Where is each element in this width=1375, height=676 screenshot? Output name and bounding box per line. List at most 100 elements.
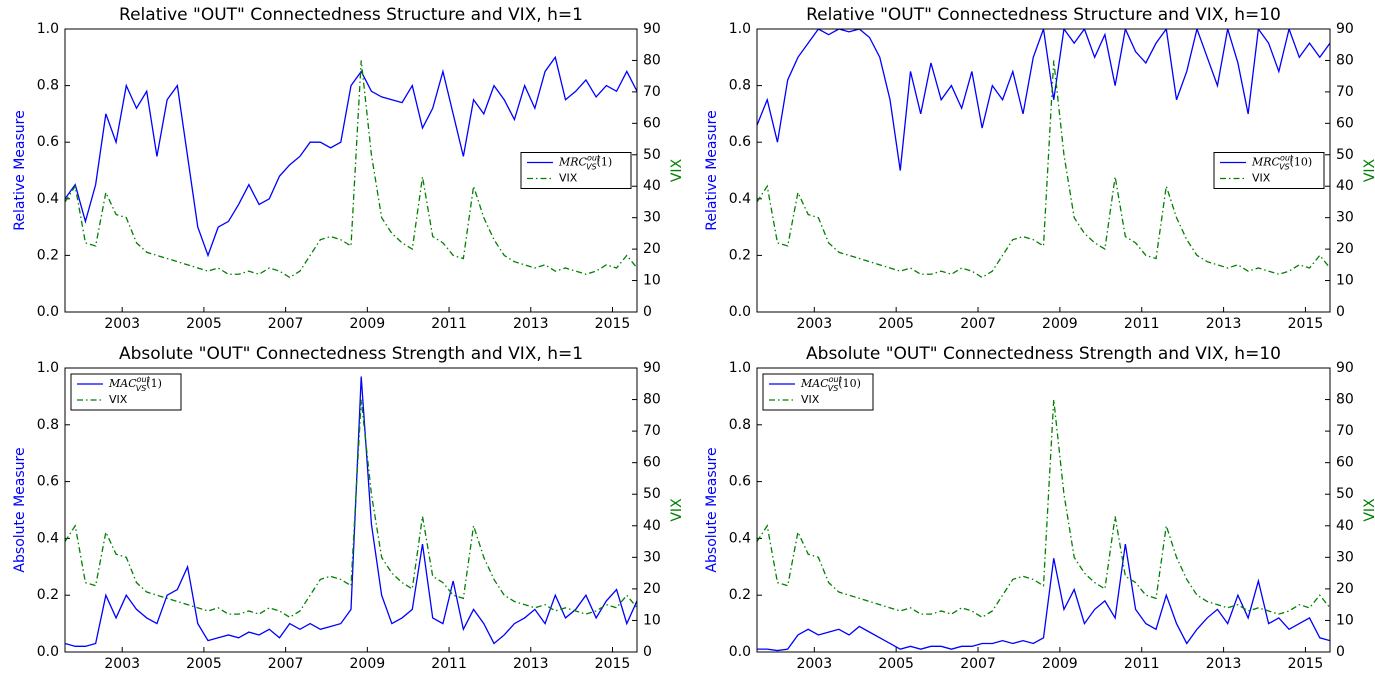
plot-frame [64, 28, 638, 313]
y2-tick-label: 70 [1336, 423, 1354, 439]
y2-tick-label: 10 [1336, 273, 1354, 289]
y2-tick-label: 20 [1336, 241, 1354, 257]
y2-tick-label: 60 [1336, 115, 1354, 131]
y-tick-label: 0.0 [37, 304, 59, 320]
chart-title: Absolute "OUT" Connectedness Strength an… [119, 344, 583, 364]
chart-title: Relative "OUT" Connectedness Structure a… [806, 5, 1281, 25]
vix-line [65, 60, 637, 279]
y2-tick-label: 30 [643, 210, 661, 226]
y2-tick-label: 40 [643, 518, 661, 534]
x-tick-label: 2005 [878, 316, 914, 332]
y-tick-label: 0.2 [37, 247, 59, 263]
x-tick-label: 2005 [878, 656, 914, 672]
x-tick-label: 2009 [350, 656, 386, 672]
x-tick-label: 2015 [1288, 656, 1324, 672]
y-tick-label: 0.8 [729, 78, 751, 94]
y2-axis-label: VIX [1362, 498, 1375, 522]
y2-tick-label: 80 [1336, 392, 1354, 408]
x-tick-label: 2007 [268, 316, 304, 332]
y2-tick-label: 90 [1336, 21, 1354, 37]
measure-line [65, 376, 637, 647]
plot-frame [756, 28, 1331, 313]
plot-frame [756, 367, 1331, 653]
x-tick-label: 2007 [960, 316, 996, 332]
y-tick-label: 0.4 [37, 191, 59, 207]
vix-line [757, 60, 1330, 279]
y2-axis-label: VIX [1362, 158, 1375, 182]
y2-tick-label: 50 [643, 486, 661, 502]
y2-tick-label: 20 [643, 241, 661, 257]
x-tick-label: 2011 [431, 316, 467, 332]
y2-tick-label: 50 [1336, 486, 1354, 502]
y2-tick-label: 80 [643, 52, 661, 68]
y2-tick-label: 10 [1336, 612, 1354, 628]
y-tick-label: 0.6 [729, 474, 751, 490]
legend-label: VIX [109, 393, 128, 406]
x-tick-label: 2007 [268, 656, 304, 672]
measure-line [757, 543, 1330, 652]
x-tick-label: 2007 [960, 656, 996, 672]
y2-tick-label: 40 [1336, 178, 1354, 194]
x-tick-label: 2003 [796, 316, 832, 332]
y-tick-label: 0.6 [37, 134, 59, 150]
y2-tick-label: 50 [643, 147, 661, 163]
y-tick-label: 0.0 [729, 304, 751, 320]
y-tick-label: 0.2 [729, 587, 751, 603]
x-tick-label: 2011 [431, 656, 467, 672]
y2-tick-label: 70 [1336, 84, 1354, 100]
vix-line [65, 399, 637, 619]
y-tick-label: 0.0 [37, 644, 59, 660]
y2-tick-label: 30 [1336, 210, 1354, 226]
y-tick-label: 0.4 [729, 530, 751, 546]
legend-label: MRCout VS(10) [1251, 153, 1312, 171]
x-tick-label: 2005 [186, 656, 222, 672]
legend-label: MRCout VS(1) [558, 153, 612, 171]
y-tick-label: 0.4 [37, 530, 59, 546]
y2-tick-label: 90 [1336, 360, 1354, 376]
y-tick-label: 0.2 [37, 587, 59, 603]
chart-title: Relative "OUT" Connectedness Structure a… [119, 5, 583, 25]
y2-tick-label: 90 [643, 360, 661, 376]
x-tick-label: 2013 [513, 656, 549, 672]
y2-tick-label: 0 [1336, 304, 1345, 320]
y-axis-label: Relative Measure [12, 110, 28, 230]
legend-box [520, 152, 632, 189]
legend-box [1213, 152, 1325, 189]
plot-frame [64, 367, 638, 653]
y-tick-label: 0.6 [37, 474, 59, 490]
x-tick-label: 2009 [1042, 316, 1078, 332]
legend-box [762, 373, 874, 411]
x-tick-label: 2009 [350, 316, 386, 332]
y2-tick-label: 60 [643, 115, 661, 131]
x-tick-label: 2003 [104, 656, 140, 672]
y2-tick-label: 60 [643, 455, 661, 471]
y2-tick-label: 30 [1336, 549, 1354, 565]
x-tick-label: 2013 [513, 316, 549, 332]
y-tick-label: 1.0 [37, 21, 59, 37]
y2-tick-label: 10 [643, 273, 661, 289]
y2-tick-label: 90 [643, 21, 661, 37]
y2-tick-label: 40 [643, 178, 661, 194]
legend-label: VIX [1252, 172, 1271, 185]
y-tick-label: 0.8 [37, 78, 59, 94]
y2-tick-label: 10 [643, 612, 661, 628]
x-tick-label: 2015 [595, 316, 631, 332]
y-tick-label: 0.4 [729, 191, 751, 207]
y-tick-label: 0.8 [729, 417, 751, 433]
y2-tick-label: 40 [1336, 518, 1354, 534]
y-tick-label: 0.6 [729, 134, 751, 150]
legend-box [70, 373, 182, 411]
y-tick-label: 0.2 [729, 247, 751, 263]
y2-tick-label: 70 [643, 84, 661, 100]
y2-tick-label: 60 [1336, 455, 1354, 471]
x-tick-label: 2015 [1288, 316, 1324, 332]
y-tick-label: 1.0 [37, 360, 59, 376]
x-tick-label: 2009 [1042, 656, 1078, 672]
y2-tick-label: 50 [1336, 147, 1354, 163]
legend-label: VIX [801, 393, 820, 406]
y2-tick-label: 20 [643, 581, 661, 597]
x-tick-label: 2003 [104, 316, 140, 332]
vix-line [757, 399, 1330, 619]
measure-line [65, 55, 637, 258]
